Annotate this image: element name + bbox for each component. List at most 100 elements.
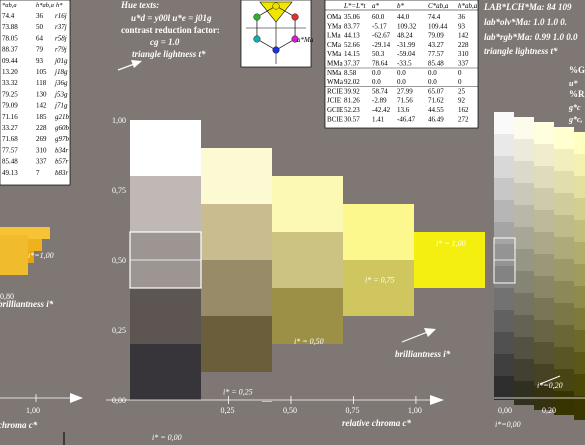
data-table-cell-6-0: NMa bbox=[327, 69, 342, 77]
data-table-cell-4-2: 50.3 bbox=[372, 50, 385, 58]
left-table-cell-5-1: 105 bbox=[36, 68, 47, 76]
right-fan-cell-4-1 bbox=[514, 205, 534, 229]
left-table-cell-12-0: 77.57 bbox=[2, 146, 18, 154]
data-table-cell-5-2: 78.64 bbox=[372, 60, 388, 68]
chart-cell-1-3 bbox=[201, 316, 272, 372]
right-fan-cell-11-2 bbox=[534, 364, 554, 388]
hue-diagram-dots bbox=[253, 2, 299, 54]
data-table-cell-11-2: 1.41 bbox=[372, 115, 385, 123]
left-table-cell-0-2: r16j bbox=[55, 12, 67, 20]
y-tick-label-1: 0,75 bbox=[112, 186, 126, 195]
data-table-cell-4-5: 310 bbox=[458, 50, 469, 58]
left-table-cell-7-0: 79.25 bbox=[2, 90, 18, 98]
left-table-cell-6-0: 33.32 bbox=[2, 79, 18, 87]
data-table-cell-2-1: 44.13 bbox=[344, 32, 360, 40]
right-line1: LAB*LCH*Ma: 84 109 bbox=[483, 2, 572, 12]
hue-texts-contrast: contrast reduction factor: bbox=[121, 25, 220, 35]
data-table-cell-9-4: 71.62 bbox=[428, 97, 444, 105]
right-legend2: u* bbox=[569, 79, 578, 88]
data-table-cell-1-1: 83.77 bbox=[344, 22, 360, 30]
data-table-cell-1-5: 93 bbox=[458, 22, 466, 30]
right-panel: LAB*LCH*Ma: 84 109 lab*olv*Ma: 1.0 1.0 0… bbox=[483, 2, 585, 429]
data-table-cell-4-4: 77.57 bbox=[428, 50, 444, 58]
left-panel: *ab,a h*ab,a h* 74.4 36 r16j 73.88 50 r37j 78.05 6… bbox=[0, 0, 83, 445]
data-table-cell-6-2: 0.0 bbox=[372, 69, 381, 77]
data-table-cell-5-0: MMa bbox=[327, 60, 343, 68]
left-table-cell-4-1: 93 bbox=[36, 57, 44, 65]
right-fan-cell-9-0 bbox=[494, 310, 514, 334]
left-table-cell-0-0: 74.4 bbox=[2, 12, 15, 20]
left-table-cell-10-1: 228 bbox=[36, 124, 47, 132]
data-table-cell-11-5: 272 bbox=[458, 115, 469, 123]
right-fan bbox=[494, 112, 585, 420]
right-fan-cell-7-2 bbox=[534, 276, 554, 300]
right-fan-cell-10-3 bbox=[554, 347, 574, 371]
left-table-cell-14-1: 7 bbox=[36, 169, 40, 177]
data-table-cell-2-4: 79.09 bbox=[428, 32, 444, 40]
data-table-cell-7-0: WMa bbox=[327, 78, 344, 86]
data-table-cell-1-2: -5.17 bbox=[372, 22, 387, 30]
right-xtick-20: 0,20 bbox=[542, 406, 556, 415]
left-table-cell-0-1: 36 bbox=[36, 12, 44, 20]
right-bottom-label: i*=0,00 bbox=[495, 420, 521, 429]
data-table-cell-0-5: 36 bbox=[458, 13, 466, 21]
right-fan-cell-1-2 bbox=[534, 144, 554, 168]
left-table-cell-1-1: 50 bbox=[36, 23, 44, 31]
data-table-cell-3-5: 228 bbox=[458, 41, 469, 49]
right-fan-cell-0-0 bbox=[494, 112, 514, 136]
chart-cell-2-0 bbox=[272, 176, 343, 232]
data-table-cell-7-5: 0 bbox=[458, 78, 462, 86]
main-chart-level-labels: i* = 1,00 i* = 0,75 i* = 0,50 i* = 0,25 i* =… bbox=[152, 239, 466, 442]
data-table-cell-11-3: -46.47 bbox=[397, 115, 416, 123]
data-table-cell-0-3: 44.0 bbox=[397, 13, 410, 21]
left-table-cell-11-0: 71.68 bbox=[2, 135, 18, 143]
data-table-cell-8-5: 25 bbox=[458, 87, 466, 95]
left-table-header-0: *ab,a bbox=[2, 2, 17, 9]
left-strips bbox=[0, 227, 50, 275]
left-table-cell-10-0: 33.27 bbox=[2, 124, 18, 132]
y-tick-label-3: 0,25 bbox=[112, 326, 126, 335]
data-table-cell-3-0: CMa bbox=[327, 41, 342, 49]
data-table-cell-5-5: 337 bbox=[458, 60, 469, 68]
left-strip-block bbox=[0, 235, 28, 275]
data-table-cell-1-0: YMa bbox=[327, 22, 342, 30]
main-brilliantness-arrow-head bbox=[424, 328, 436, 337]
data-table-header-4: C*ab,a bbox=[428, 2, 449, 10]
level-label-0: i* = 1,00 bbox=[436, 239, 466, 248]
main-arrow-label: brilliantness i* bbox=[395, 349, 451, 359]
data-table-cell-7-1: 92.02 bbox=[344, 78, 360, 86]
main-brilliantness-arrow-line bbox=[401, 330, 431, 343]
right-fan-cell-12-0 bbox=[494, 376, 514, 400]
left-table-cell-5-0: 13.20 bbox=[2, 68, 18, 76]
right-fan-cell-5-1 bbox=[514, 227, 534, 251]
x-tick-label-0: 0,25 bbox=[220, 406, 234, 415]
data-table-cell-9-3: 71.56 bbox=[397, 97, 413, 105]
data-table-header-3: b* bbox=[397, 2, 405, 10]
right-fan-cell-11-3 bbox=[554, 369, 574, 393]
data-table-cell-1-4: 109.44 bbox=[428, 22, 448, 30]
right-fan-cell-4-0 bbox=[494, 200, 514, 224]
chart-cell-0-3 bbox=[130, 288, 201, 344]
data-table-cell-11-0: BCIE bbox=[327, 115, 343, 123]
data-table: L*=L*t a* b* C*ab,a h*ab,a OMa 35.06 60.0 44.0 74… bbox=[324, 0, 479, 129]
left-table-cell-1-0: 73.88 bbox=[2, 23, 18, 31]
right-fan-cell-8-4 bbox=[574, 308, 585, 332]
left-table-cell-6-2: j36g bbox=[54, 79, 68, 87]
x-tick-label-1: 0,50 bbox=[283, 406, 297, 415]
chart-cell-2-1 bbox=[272, 232, 343, 288]
data-table-cell-6-1: 8.58 bbox=[344, 69, 357, 77]
data-table-cell-9-0: JCIE bbox=[327, 97, 341, 105]
level-label-1: i* = 0,75 bbox=[365, 275, 395, 284]
right-fan-cell-11-0 bbox=[494, 354, 514, 378]
main-axis-diagonal-mark: — bbox=[261, 396, 273, 407]
left-table-cell-11-2: g97b bbox=[55, 135, 70, 143]
left-table-cell-14-2: b83r bbox=[55, 169, 69, 177]
right-fan-cell-11-1 bbox=[514, 359, 534, 383]
left-table-cell-11-1: 269 bbox=[36, 135, 47, 143]
right-fan-cell-11-4 bbox=[574, 374, 585, 398]
left-ilevel-label: i*=1,00 bbox=[28, 251, 54, 260]
main-chart-cells bbox=[129, 120, 485, 400]
hue-diagram-axis-label: a*Ma bbox=[297, 36, 314, 44]
data-table-cells: L*=L*t a* b* C*ab,a h*ab,a OMa 35.06 60.0 44.0 74… bbox=[325, 2, 478, 123]
